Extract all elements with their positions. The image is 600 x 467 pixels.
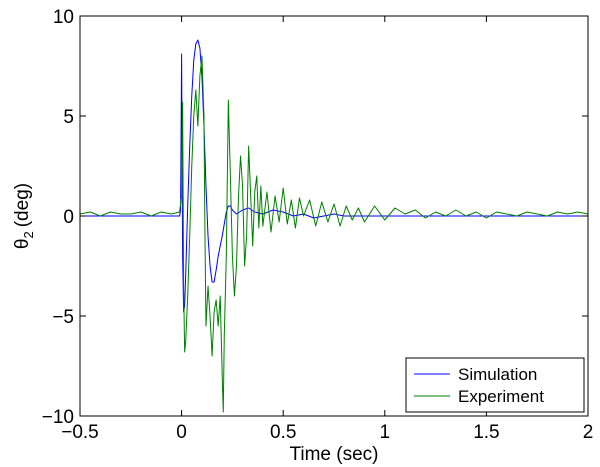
y-axis-label-subscript: 2 <box>21 231 36 238</box>
x-tick-label: 0.5 <box>270 422 296 443</box>
y-axis-label-symbol: θ <box>12 239 33 250</box>
series-line-experiment <box>79 55 589 413</box>
x-axis-label: Time (sec) <box>289 444 378 465</box>
y-tick-label: −10 <box>42 407 74 428</box>
x-tick-label: 1.5 <box>473 422 499 443</box>
y-axis-label-unit: (deg) <box>12 183 33 227</box>
y-tick-label: 10 <box>53 7 74 28</box>
plot-lines <box>79 39 589 413</box>
legend-label-experiment: Experiment <box>458 387 544 406</box>
legend-box <box>405 357 585 413</box>
y-tick-label: 5 <box>63 107 74 128</box>
y-axis-label: θ2 (deg) <box>12 183 36 249</box>
x-tick-label: 0 <box>176 422 187 443</box>
axis-tick-labels: −0.5 0 0.5 1 1.5 2 −10 −5 0 5 10 <box>42 7 594 443</box>
x-tick-label: 1 <box>380 422 391 443</box>
x-tick-label: −0.5 <box>61 422 99 443</box>
y-tick-label: 0 <box>63 207 74 228</box>
legend: Simulation Experiment <box>405 357 585 413</box>
axis-ticks <box>79 15 589 417</box>
legend-label-simulation: Simulation <box>458 365 537 384</box>
series-line-simulation <box>80 39 588 313</box>
y-tick-label: −5 <box>52 307 74 328</box>
x-tick-label: 2 <box>583 422 594 443</box>
